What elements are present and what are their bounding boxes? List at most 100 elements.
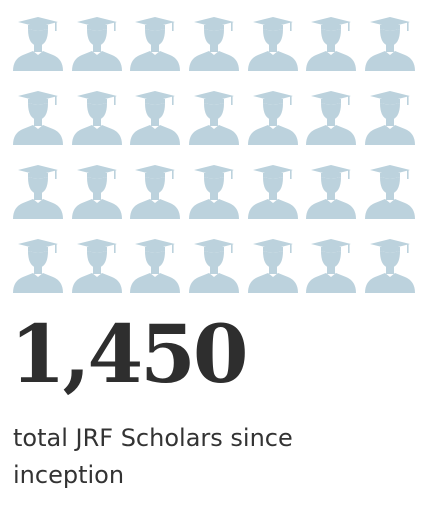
cap-band [204, 99, 225, 105]
cap-board [370, 239, 411, 249]
cap-tassel [407, 244, 409, 253]
cap-band [380, 99, 401, 105]
graduate-icon [11, 163, 65, 219]
shoulders [189, 273, 240, 293]
graduate-icon [11, 89, 65, 145]
cap-tassel [172, 170, 174, 179]
graduate-svg [71, 17, 122, 71]
cap-band [145, 25, 166, 31]
cap-band [204, 173, 225, 179]
neck [386, 118, 395, 126]
cap-band [145, 99, 166, 105]
shoulders [13, 125, 63, 145]
neck [34, 118, 42, 126]
cap-tassel [289, 22, 292, 31]
neck [34, 266, 42, 274]
cap-band [86, 99, 107, 105]
shoulders [306, 199, 357, 219]
cap-band [28, 247, 48, 253]
graduate-svg [13, 239, 63, 293]
cap-band [262, 25, 283, 31]
shoulders [365, 125, 416, 145]
head [86, 251, 107, 268]
cap-tassel [407, 22, 409, 31]
neck [92, 44, 101, 52]
shoulders [71, 51, 122, 71]
neck [327, 44, 336, 52]
graduate-icon [363, 163, 417, 219]
cap-board [194, 91, 235, 101]
head [321, 29, 342, 46]
neck [268, 266, 277, 274]
cap-board [76, 239, 117, 249]
scholar-count-label: total JRF Scholars since inception [13, 424, 293, 489]
cap-band [321, 173, 342, 179]
cap-tassel [231, 244, 233, 253]
shoulders [365, 199, 416, 219]
graduate-icon [246, 89, 300, 145]
graduate-icon [363, 15, 417, 71]
shoulders [247, 51, 298, 71]
head [204, 29, 225, 46]
graduate-svg [189, 17, 240, 71]
cap-board [18, 91, 58, 101]
cap-board [76, 17, 117, 27]
head [380, 251, 401, 268]
cap-band [145, 247, 166, 253]
neck [210, 44, 219, 52]
graduate-svg [306, 165, 357, 219]
graduate-svg [247, 17, 298, 71]
cap-tassel [407, 96, 409, 105]
cap-tassel [348, 244, 351, 253]
cap-board [311, 239, 352, 249]
graduate-icon [187, 89, 241, 145]
cap-tassel [172, 22, 174, 31]
neck [151, 192, 160, 200]
shoulders [306, 273, 357, 293]
scholar-count: 1,450 [10, 307, 249, 401]
cap-tassel [348, 22, 351, 31]
graduate-svg [365, 165, 416, 219]
neck [386, 44, 395, 52]
head [28, 251, 48, 268]
graduate-icon [187, 237, 241, 293]
neck [386, 192, 395, 200]
cap-tassel [348, 96, 351, 105]
cap-band [86, 173, 107, 179]
head [380, 177, 401, 194]
head [204, 103, 225, 120]
head [145, 29, 166, 46]
graduate-svg [71, 165, 122, 219]
graduate-icon [187, 15, 241, 71]
shoulders [189, 199, 240, 219]
graduate-icon [304, 237, 358, 293]
head [28, 29, 48, 46]
neck [327, 192, 336, 200]
graduate-svg [189, 165, 240, 219]
cap-board [311, 17, 352, 27]
graduate-svg [71, 91, 122, 145]
cap-band [28, 173, 48, 179]
graduate-svg [247, 165, 298, 219]
cap-tassel [55, 244, 57, 253]
cap-tassel [231, 170, 233, 179]
cap-band [262, 99, 283, 105]
cap-band [28, 99, 48, 105]
cap-board [18, 165, 58, 175]
shoulders [13, 273, 63, 293]
cap-tassel [113, 244, 116, 253]
cap-band [321, 25, 342, 31]
graduate-svg [130, 239, 181, 293]
shoulders [247, 125, 298, 145]
shoulders [13, 51, 63, 71]
neck [210, 192, 219, 200]
cap-tassel [231, 22, 233, 31]
head [380, 29, 401, 46]
head [321, 177, 342, 194]
cap-tassel [113, 96, 116, 105]
cap-tassel [113, 22, 116, 31]
cap-band [262, 173, 283, 179]
cap-board [18, 239, 58, 249]
graduate-svg [13, 17, 63, 71]
neck [268, 44, 277, 52]
